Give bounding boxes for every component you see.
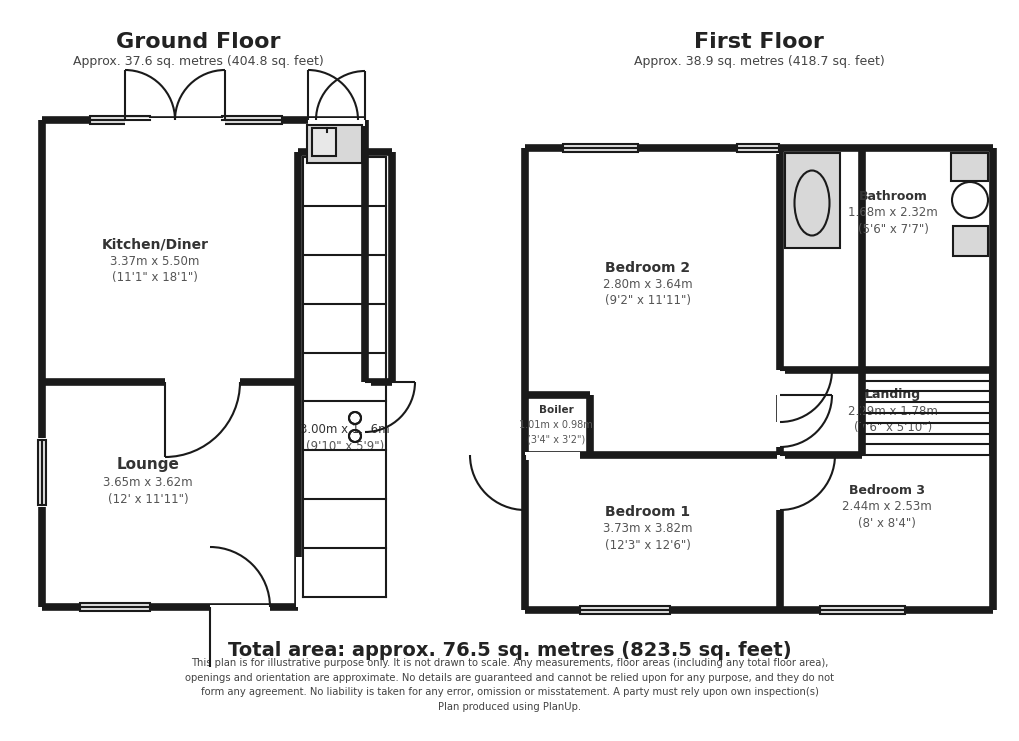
Text: (9'10" x 5'9"): (9'10" x 5'9")	[306, 440, 384, 453]
Text: (7'6" x 5'10"): (7'6" x 5'10")	[853, 422, 931, 434]
Bar	[79, 603, 150, 611]
Bar	[38, 438, 46, 507]
Text: (9'2" x 11'11"): (9'2" x 11'11")	[604, 294, 690, 308]
Text: Landing: Landing	[864, 388, 920, 402]
Bar	[38, 440, 46, 505]
Bar	[776, 370, 785, 422]
Text: (8' x 8'4"): (8' x 8'4")	[857, 516, 915, 530]
Bar	[952, 226, 987, 256]
Bar	[210, 605, 270, 613]
Bar	[562, 142, 637, 154]
Bar	[580, 604, 669, 616]
Bar	[308, 118, 358, 126]
Bar	[312, 128, 335, 156]
Text: Approx. 38.9 sq. metres (418.7 sq. feet): Approx. 38.9 sq. metres (418.7 sq. feet)	[633, 56, 883, 68]
Bar	[785, 153, 840, 248]
Text: This plan is for illustrative purpose only. It is not drawn to scale. Any measur: This plan is for illustrative purpose on…	[185, 658, 834, 712]
Text: Bedroom 1: Bedroom 1	[605, 505, 690, 519]
Text: 3.73m x 3.82m: 3.73m x 3.82m	[602, 522, 692, 536]
Bar	[296, 557, 304, 607]
Text: Total area: approx. 76.5 sq. metres (823.5 sq. feet): Total area: approx. 76.5 sq. metres (823…	[228, 640, 791, 659]
Text: 2.44m x 2.53m: 2.44m x 2.53m	[842, 500, 931, 514]
Text: Bedroom 3: Bedroom 3	[848, 483, 924, 496]
Bar	[950, 153, 987, 181]
Bar	[819, 604, 904, 616]
Text: (5'6" x 7'7"): (5'6" x 7'7")	[857, 222, 927, 236]
Bar	[776, 455, 785, 510]
Text: 2.80m x 3.64m: 2.80m x 3.64m	[602, 279, 692, 291]
Text: (12' x 11'11"): (12' x 11'11")	[108, 493, 189, 505]
Text: Bathroom: Bathroom	[858, 190, 926, 202]
Text: 2.29m x 1.78m: 2.29m x 1.78m	[847, 405, 937, 419]
Bar	[90, 116, 150, 124]
Bar	[525, 452, 580, 460]
Text: Lounge: Lounge	[116, 457, 179, 473]
Bar	[737, 142, 779, 154]
Bar	[737, 144, 779, 152]
Bar	[222, 116, 281, 124]
Bar	[125, 118, 225, 126]
Bar	[363, 382, 371, 432]
Bar	[165, 379, 239, 387]
Bar	[90, 114, 150, 126]
Bar	[580, 606, 669, 614]
Text: 3.65m x 3.62m: 3.65m x 3.62m	[103, 476, 193, 490]
Bar	[562, 144, 637, 152]
Text: 1.01m x 0.98m: 1.01m x 0.98m	[519, 420, 592, 430]
Text: (11'1" x 18'1"): (11'1" x 18'1")	[112, 271, 198, 285]
Bar	[316, 118, 365, 126]
Text: Bedroom 2: Bedroom 2	[605, 261, 690, 275]
Text: 3.37m x 5.50m: 3.37m x 5.50m	[110, 256, 200, 268]
Text: 1.68m x 2.32m: 1.68m x 2.32m	[847, 207, 936, 219]
Text: Approx. 37.6 sq. metres (404.8 sq. feet): Approx. 37.6 sq. metres (404.8 sq. feet)	[72, 56, 323, 68]
Text: First Floor: First Floor	[693, 32, 823, 52]
Text: (12'3" x 12'6"): (12'3" x 12'6")	[604, 539, 690, 551]
Bar	[79, 601, 150, 613]
Text: (3'4" x 3'2"): (3'4" x 3'2")	[527, 435, 585, 445]
Bar	[307, 125, 362, 163]
Bar	[222, 114, 281, 126]
Text: Ground Floor: Ground Floor	[115, 32, 280, 52]
Bar	[776, 395, 785, 447]
Text: Kitchen/Diner: Kitchen/Diner	[102, 238, 208, 252]
Bar	[819, 606, 904, 614]
Text: 3.00m x 1.76m: 3.00m x 1.76m	[300, 424, 389, 436]
Text: Boiler: Boiler	[538, 405, 573, 415]
